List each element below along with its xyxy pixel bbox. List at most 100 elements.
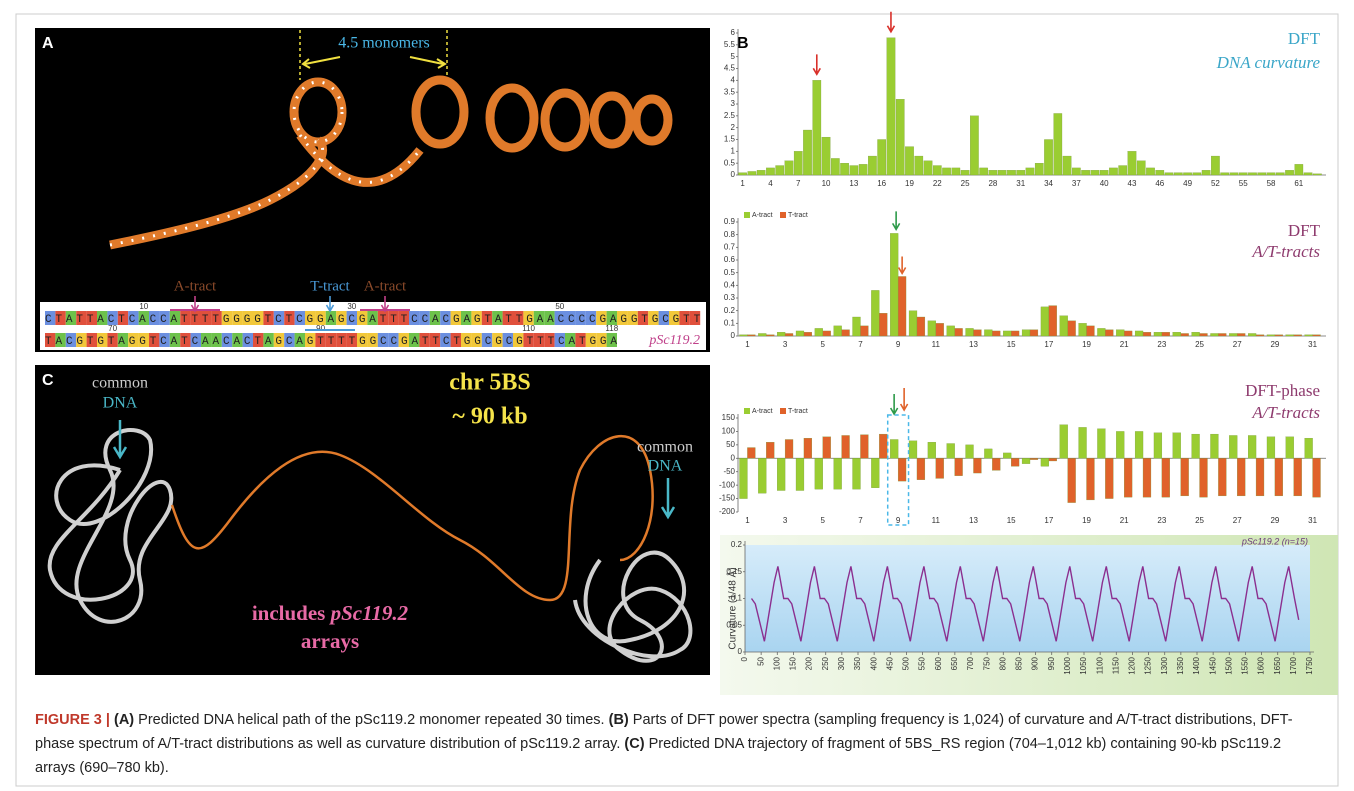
y-tick-label: 0.5 — [724, 158, 736, 167]
x-tick-label: 7 — [858, 340, 863, 349]
annotation: DFT — [1288, 221, 1321, 240]
bar — [1255, 458, 1265, 497]
common-dna — [47, 428, 693, 663]
x-tick-label: 9 — [896, 340, 901, 349]
bar — [1078, 323, 1087, 337]
bar — [942, 167, 951, 176]
base-bg — [513, 333, 524, 347]
base-bg — [523, 333, 534, 347]
bar — [1285, 170, 1294, 176]
bar — [766, 442, 775, 459]
base-bg — [45, 311, 56, 325]
x-tick-label: 28 — [988, 179, 997, 188]
x-tick-label: 7 — [858, 516, 863, 525]
x-tick-label: 100 — [772, 656, 781, 670]
annotation: DFT-phase — [1245, 381, 1320, 400]
x-tick-label: 1 — [740, 179, 745, 188]
y-tick-label: 3 — [731, 99, 736, 108]
bar — [1248, 333, 1257, 337]
bar — [1090, 170, 1100, 176]
x-tick-label: 19 — [1082, 340, 1091, 349]
y-tick-label: 0.2 — [731, 540, 743, 549]
arrow — [891, 211, 901, 231]
base-bg — [242, 333, 253, 347]
legend-label: T-tract — [788, 212, 808, 219]
x-tick-label: 19 — [905, 179, 914, 188]
x-tick-label: 250 — [821, 656, 830, 670]
base-bg — [45, 333, 56, 347]
x-tick-label: 1 — [745, 340, 750, 349]
bar — [1180, 458, 1189, 497]
x-tick-label: 1100 — [1095, 656, 1104, 674]
x-tick-label: 1050 — [1079, 656, 1088, 674]
charts: 0 0.5 1 1.5 2 2.5 3 3.5 4 4.5 5 5.5 6 DFT DNA curvatur… — [190, 11, 1326, 675]
bar — [1191, 433, 1200, 459]
bar — [965, 444, 974, 459]
x-tick-label: 3 — [783, 516, 788, 525]
base-bg — [76, 333, 87, 347]
base-bg — [481, 333, 493, 347]
bar — [738, 172, 747, 176]
x-tick-label: 450 — [885, 656, 894, 670]
annotation: A/T-tracts — [1251, 403, 1320, 422]
bar — [1116, 431, 1125, 459]
x-tick-label: 7 — [796, 179, 801, 188]
bar — [1199, 333, 1208, 337]
bar — [833, 458, 842, 490]
y-tick-label: 0.05 — [726, 620, 742, 629]
base-bg — [440, 333, 451, 347]
y-tick-label: 5 — [731, 52, 736, 61]
x-tick-label: 25 — [961, 179, 970, 188]
bar — [895, 99, 905, 176]
x-tick-label: 500 — [902, 656, 911, 670]
base-bg — [315, 333, 326, 347]
panel-a-bg — [35, 28, 710, 352]
sequence-line: TACGTGTAGGTCATCAACACTAGCAGTTTTGGCCGATTCT… — [45, 336, 617, 348]
annotation: DNA curvature — [1216, 53, 1321, 72]
bar — [1059, 315, 1068, 337]
y-tick-label: 0.8 — [724, 230, 736, 239]
base-bg — [575, 333, 586, 347]
x-tick-label: 1350 — [1176, 656, 1185, 674]
y-tick-label: 6 — [731, 28, 736, 37]
includes-text: includes — [252, 601, 326, 625]
ruler-label: 70 — [108, 324, 117, 333]
bar — [795, 330, 805, 337]
arrow — [889, 394, 899, 416]
bar — [812, 80, 822, 176]
bar — [1011, 458, 1020, 467]
base-bg — [596, 311, 607, 325]
ruler-label: 30 — [347, 302, 356, 311]
x-tick-label: 1400 — [1192, 656, 1201, 674]
base-bg — [419, 311, 430, 325]
base-bg — [86, 311, 97, 325]
arrow — [112, 420, 676, 520]
bar — [951, 167, 961, 176]
base-bg — [128, 333, 139, 347]
x-tick-label: 1750 — [1305, 656, 1314, 674]
x-tick-label: 4 — [768, 179, 773, 188]
x-tick-label: 10 — [822, 179, 831, 188]
legend-swatch — [744, 408, 750, 414]
base-bg — [65, 333, 77, 347]
bar — [1161, 332, 1170, 337]
bar — [841, 435, 850, 459]
common-label: DNA — [648, 458, 683, 475]
bar — [1275, 172, 1285, 176]
annotation: A/T-tracts — [1251, 242, 1320, 261]
x-tick-label: 1700 — [1289, 656, 1298, 674]
base-bg — [533, 333, 545, 347]
bar — [1072, 167, 1081, 176]
bar — [793, 151, 803, 176]
base-bg — [159, 311, 170, 325]
base-bg — [429, 311, 441, 325]
bar — [1062, 155, 1072, 176]
bar — [1011, 330, 1020, 337]
includes-name: pSc119.2 — [329, 601, 409, 625]
bar — [1274, 458, 1283, 497]
base-bg — [138, 311, 149, 325]
bar — [766, 334, 775, 337]
x-tick-label: 49 — [1183, 179, 1192, 188]
x-tick-label: 1300 — [1160, 656, 1169, 674]
x-tick-label: 650 — [950, 656, 959, 670]
